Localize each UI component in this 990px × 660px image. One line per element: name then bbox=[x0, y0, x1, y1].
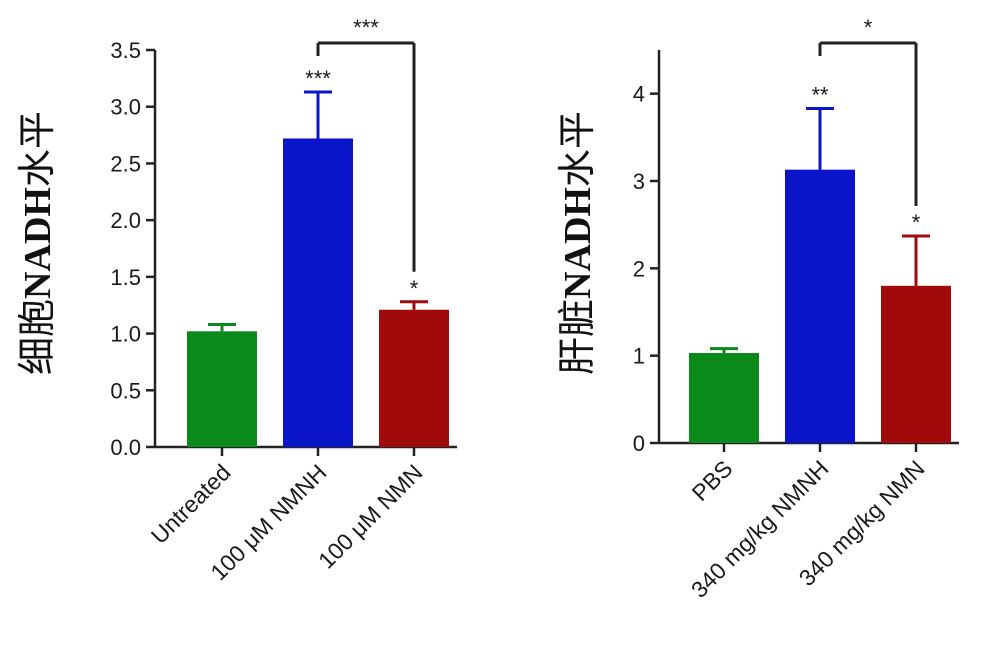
y-tick-label: 2.0 bbox=[110, 208, 141, 233]
y-axis-label-bold: NADH bbox=[557, 187, 599, 299]
y-tick-label: 1.0 bbox=[110, 322, 141, 347]
y-tick-label: 3.0 bbox=[110, 95, 141, 120]
y-tick-label: 1.5 bbox=[110, 265, 141, 290]
y-axis-label-suffix: 水平 bbox=[15, 111, 59, 187]
y-axis-label-suffix: 水平 bbox=[555, 111, 599, 187]
bracket-significance-label: *** bbox=[353, 15, 379, 40]
y-axis-label: 肝脏NADH水平 bbox=[555, 111, 599, 375]
y-tick-label: 2 bbox=[633, 256, 645, 281]
significance-label: *** bbox=[305, 66, 331, 91]
y-tick-label: 3 bbox=[633, 169, 645, 194]
bar bbox=[785, 169, 855, 443]
y-axis-label: 细胞NADH水平 bbox=[15, 111, 59, 375]
y-tick-label: 4 bbox=[633, 82, 645, 107]
significance-label: * bbox=[410, 276, 419, 301]
bar bbox=[881, 285, 951, 443]
bar bbox=[689, 353, 759, 443]
bracket-significance-label: * bbox=[864, 15, 873, 40]
bar bbox=[379, 309, 449, 447]
y-axis-label-bold: NADH bbox=[17, 187, 59, 299]
y-tick-label: 2.5 bbox=[110, 151, 141, 176]
y-tick-label: 3.5 bbox=[110, 38, 141, 63]
y-tick-label: 1 bbox=[633, 344, 645, 369]
y-tick-label: 0.5 bbox=[110, 378, 141, 403]
bar bbox=[283, 138, 353, 447]
y-tick-label: 0.0 bbox=[110, 435, 141, 460]
bar bbox=[187, 331, 257, 447]
category-label: Untreated bbox=[146, 459, 236, 549]
significance-label: ** bbox=[811, 83, 829, 108]
y-tick-label: 0 bbox=[633, 431, 645, 456]
chart-panel-1: 0.0 0.5 1.0 1.5 2.0 2.5 3.0 3.5 细胞NADH水平 Untreate… bbox=[15, 15, 457, 585]
y-axis-label-prefix: 肝脏 bbox=[555, 299, 599, 375]
category-label: PBS bbox=[687, 455, 738, 506]
significance-label: * bbox=[912, 210, 921, 235]
y-axis-label-prefix: 细胞 bbox=[15, 299, 59, 375]
